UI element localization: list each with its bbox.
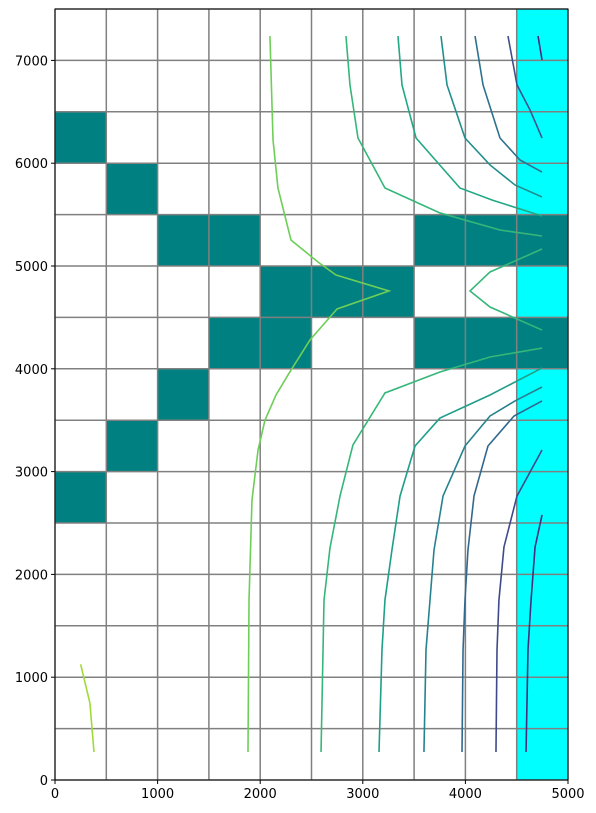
y-tick-label: 5000: [15, 260, 48, 275]
x-tick-label: 4000: [449, 787, 482, 802]
inactive-cell: [260, 317, 312, 369]
inactive-cell: [465, 317, 517, 369]
y-tick-label: 1000: [15, 671, 48, 686]
inactive-cell: [106, 163, 158, 215]
y-tick-label: 6000: [15, 157, 48, 172]
contour-line: [468, 248, 543, 331]
contour-line: [345, 35, 543, 237]
contour-line: [79, 664, 95, 753]
inactive-cell: [414, 214, 466, 266]
x-tick-label: 1000: [141, 787, 174, 802]
inactive-cell: [516, 214, 568, 266]
contour-line: [507, 35, 543, 139]
contour-line: [320, 347, 543, 753]
inactive-cell: [157, 214, 209, 266]
inactive-cell: [516, 317, 568, 369]
inactive-cell: [260, 266, 312, 318]
inactive-cell: [208, 317, 261, 369]
constant-head-cell: [516, 9, 568, 780]
contour-line: [537, 35, 543, 61]
x-tick-label: 2000: [244, 787, 277, 802]
x-tick-label: 5000: [551, 787, 584, 802]
inactive-cell: [55, 471, 107, 523]
contour-line: [440, 35, 543, 198]
x-tick-label: 0: [51, 787, 59, 802]
inactive-cell: [157, 368, 209, 421]
inactive-cell: [208, 214, 261, 266]
contour-line: [495, 449, 543, 753]
y-tick-label: 0: [40, 774, 48, 789]
x-tick-label: 3000: [346, 787, 379, 802]
contour-line: [474, 35, 543, 173]
contour-line: [247, 36, 392, 753]
contour-line: [397, 35, 543, 217]
contour-line: [423, 386, 543, 753]
contour-line: [525, 514, 543, 753]
y-tick-label: 7000: [15, 54, 48, 69]
inactive-cell: [414, 317, 466, 369]
contour-line: [378, 367, 543, 753]
y-tick-label: 2000: [15, 568, 48, 583]
inactive-cell: [106, 420, 158, 472]
plot-frame: [54, 8, 569, 781]
contour-line: [461, 400, 543, 753]
y-tick-label: 4000: [15, 363, 48, 378]
inactive-cell: [55, 111, 107, 164]
y-tick-label: 3000: [15, 466, 48, 481]
